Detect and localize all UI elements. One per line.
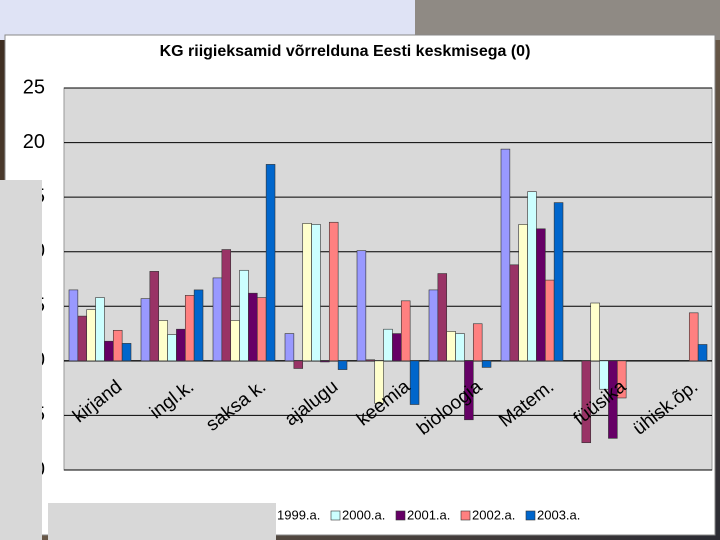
bar — [437, 273, 448, 362]
bar — [193, 289, 204, 362]
bar — [104, 340, 114, 362]
bar — [284, 333, 295, 362]
side-panel — [0, 180, 42, 540]
bar — [688, 312, 699, 362]
bar — [328, 221, 339, 362]
bar — [212, 277, 223, 362]
bar — [184, 295, 195, 362]
bar — [409, 360, 420, 405]
bar — [337, 360, 348, 370]
bar — [95, 297, 105, 362]
bar — [481, 360, 492, 368]
bar — [256, 297, 267, 362]
bar — [608, 360, 618, 439]
bar — [464, 360, 474, 421]
bar — [581, 360, 592, 444]
bar — [320, 360, 330, 363]
bar — [527, 191, 537, 362]
header-image — [415, 0, 720, 40]
legend-swatch — [525, 510, 536, 521]
bar — [311, 224, 321, 362]
y-tick-label: 20 — [23, 131, 45, 153]
bar — [590, 302, 600, 362]
bar — [239, 269, 249, 362]
chart-title: KG riigieksamid võrrelduna Eesti keskmis… — [160, 43, 531, 60]
bar — [167, 334, 177, 362]
bar — [221, 249, 232, 362]
bar — [697, 344, 708, 362]
bar — [446, 331, 456, 362]
bar — [86, 309, 96, 362]
legend-swatch — [460, 510, 471, 521]
bottom-panel — [48, 503, 276, 540]
bar — [383, 328, 393, 362]
bar — [140, 298, 151, 362]
bar — [374, 360, 384, 404]
bar — [293, 360, 304, 369]
bar — [356, 250, 367, 362]
bar — [149, 271, 160, 362]
bar — [302, 223, 312, 362]
bar — [500, 148, 511, 362]
bar — [68, 289, 79, 362]
bar — [392, 333, 402, 362]
bar — [112, 329, 123, 362]
y-tick-label: 25 — [23, 76, 45, 98]
bar — [518, 224, 528, 362]
bar — [428, 289, 439, 362]
legend-label: 1999.a. — [277, 507, 320, 522]
bar — [400, 300, 411, 362]
bar — [230, 320, 240, 362]
overlay — [0, 180, 276, 540]
bar — [176, 328, 186, 362]
bar — [616, 360, 627, 399]
legend-label: 2000.a. — [342, 507, 385, 522]
legend-swatch — [330, 510, 341, 521]
bar — [544, 279, 555, 362]
legend-label: 2002.a. — [472, 507, 515, 522]
bar — [536, 228, 546, 362]
bar — [365, 359, 376, 362]
header-image — [0, 0, 415, 40]
bar — [248, 292, 258, 362]
bar — [158, 320, 168, 362]
legend-label: 2003.a. — [537, 507, 580, 522]
bar — [121, 343, 132, 362]
bar — [509, 264, 520, 362]
legend-swatch — [395, 510, 406, 521]
bar — [553, 202, 564, 362]
bar — [77, 315, 88, 362]
bar — [455, 333, 465, 362]
legend-label: 2001.a. — [407, 507, 450, 522]
bar — [265, 164, 276, 362]
bar — [472, 323, 483, 362]
